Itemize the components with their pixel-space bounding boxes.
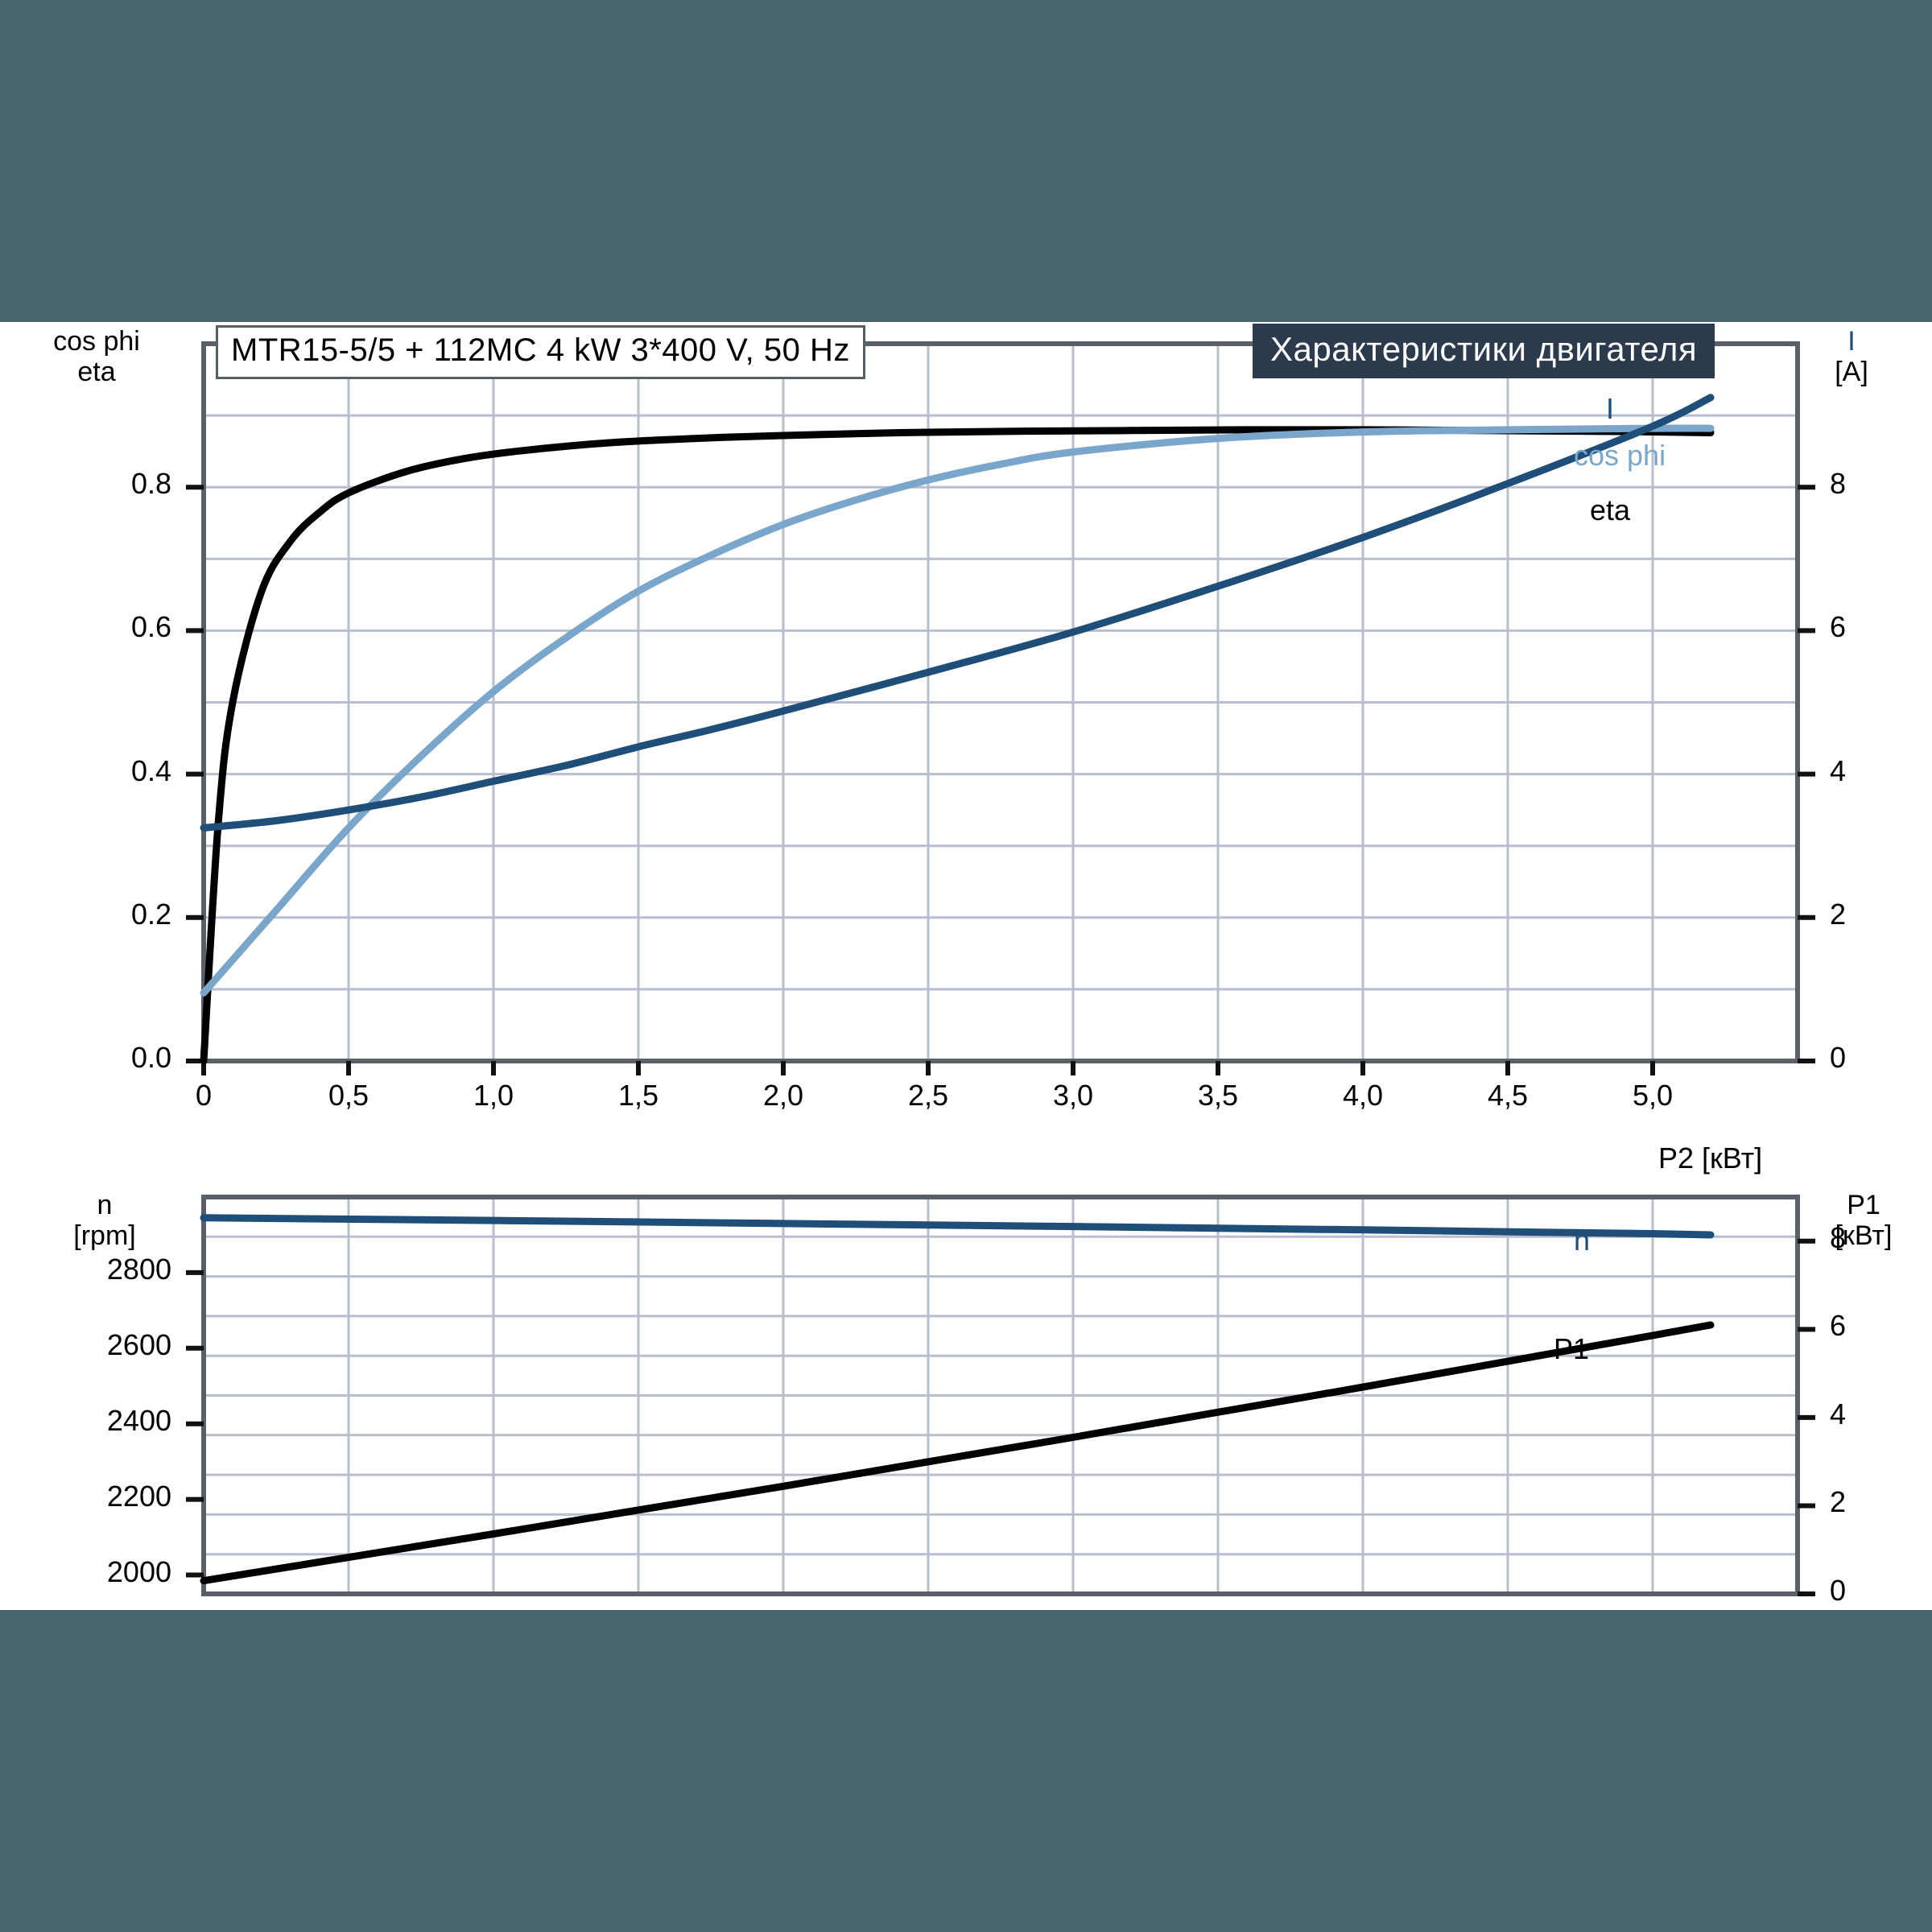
x-tick-8: 4,0	[1307, 1079, 1419, 1113]
bottom-right-axis-title-line1: P1	[1795, 1190, 1932, 1220]
top-right-axis-title: I [A]	[1787, 326, 1916, 387]
bottom-y-left-tick-3: 2600	[0, 1328, 171, 1362]
y-left-tick-1: 0.2	[35, 898, 171, 931]
y-right-tick-1: 2	[1830, 898, 1926, 931]
bottom-y-right-tick-2: 4	[1830, 1397, 1926, 1431]
bottom-y-right-tick-1: 2	[1830, 1485, 1926, 1519]
bottom-y-left-tick-4: 2800	[0, 1253, 171, 1286]
bottom-left-axis-title-line1: n	[24, 1190, 185, 1220]
bottom-y-right-tick-0: 0	[1830, 1574, 1926, 1608]
bottom-y-right-tick-3: 6	[1830, 1309, 1926, 1343]
top-left-axis-title: cos phi eta	[16, 326, 177, 387]
x-tick-1: 0,5	[292, 1079, 405, 1113]
badge-label: Характеристики двигателя	[1270, 330, 1697, 368]
x-tick-2: 1,0	[437, 1079, 550, 1113]
y-left-tick-3: 0.6	[35, 610, 171, 644]
y-left-tick-4: 0.8	[35, 467, 171, 501]
curve-label-eta: eta	[1590, 493, 1686, 527]
curve-label-speed: n	[1574, 1224, 1622, 1257]
curve-label-current: I	[1606, 392, 1654, 426]
curve-label-cos-phi: cos phi	[1574, 439, 1783, 473]
bottom-left-axis-title-line2: [rpm]	[24, 1220, 185, 1251]
chart-title: MTR15-5/5 + 112MC 4 kW 3*400 V, 50 Hz	[231, 332, 850, 368]
x-tick-0: 0	[147, 1079, 260, 1113]
x-tick-4: 2,0	[727, 1079, 840, 1113]
x-axis-title: P2 [кВт]	[1658, 1141, 1762, 1175]
x-tick-5: 2,5	[872, 1079, 985, 1113]
screenshot-root: MTR15-5/5 + 112MC 4 kW 3*400 V, 50 Hz Ха…	[0, 0, 1932, 1932]
top-right-axis-title-line1: I	[1787, 326, 1916, 357]
top-left-axis-title-line2: eta	[16, 357, 177, 387]
x-tick-10: 5,0	[1596, 1079, 1709, 1113]
y-right-tick-3: 6	[1830, 610, 1926, 644]
curve-label-p1: P1	[1554, 1332, 1650, 1366]
x-tick-3: 1,5	[582, 1079, 695, 1113]
x-tick-7: 3,5	[1162, 1079, 1274, 1113]
bottom-y-left-tick-0: 2000	[0, 1555, 171, 1589]
y-right-tick-2: 4	[1830, 754, 1926, 788]
bottom-y-right-tick-4: 8	[1830, 1221, 1926, 1255]
chart-title-box: MTR15-5/5 + 112MC 4 kW 3*400 V, 50 Hz	[216, 325, 865, 379]
top-right-axis-title-line2: [A]	[1787, 357, 1916, 387]
motor-characteristics-badge: Характеристики двигателя	[1253, 324, 1715, 378]
x-tick-6: 3,0	[1017, 1079, 1129, 1113]
bottom-chart-svg	[0, 1191, 1932, 1610]
bottom-left-axis-title: n [rpm]	[24, 1190, 185, 1251]
x-tick-9: 4,5	[1451, 1079, 1564, 1113]
y-right-tick-4: 8	[1830, 467, 1926, 501]
top-left-axis-title-line1: cos phi	[16, 326, 177, 357]
bottom-y-left-tick-1: 2200	[0, 1480, 171, 1513]
y-right-tick-0: 0	[1830, 1041, 1926, 1075]
y-left-tick-2: 0.4	[35, 754, 171, 788]
y-left-tick-0: 0.0	[35, 1041, 171, 1075]
bottom-y-left-tick-2: 2400	[0, 1404, 171, 1438]
